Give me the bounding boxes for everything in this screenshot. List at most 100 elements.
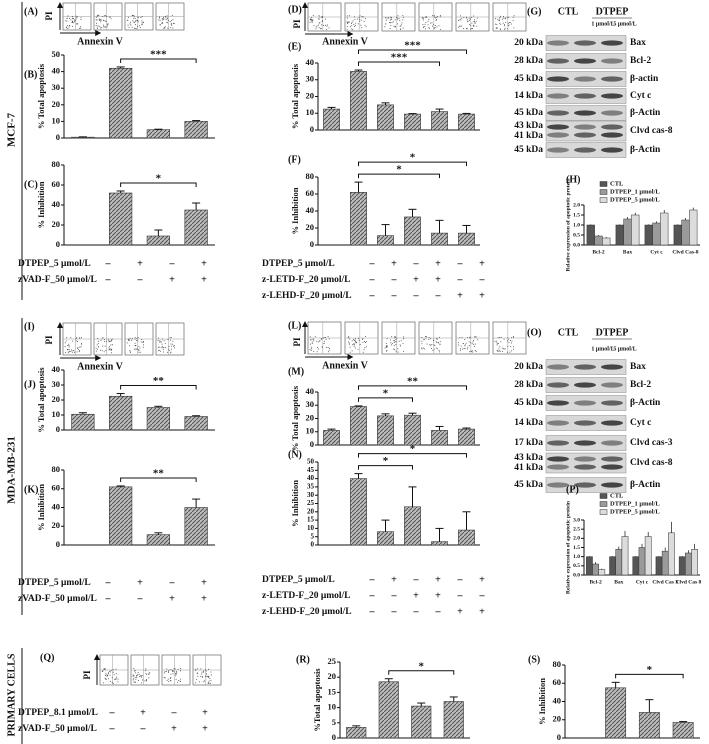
flow-dot — [386, 338, 388, 340]
flow-dot — [503, 25, 505, 27]
treatment-sign: – — [479, 590, 486, 601]
flow-dot — [499, 346, 501, 348]
flow-dot — [358, 18, 360, 20]
y-tick-label: 30 — [52, 82, 61, 92]
flow-dot — [140, 674, 142, 676]
flow-dot — [503, 338, 505, 340]
flow-dot — [180, 678, 182, 680]
bar — [609, 556, 616, 576]
flow-dot — [510, 342, 512, 344]
flow-dot — [166, 351, 168, 353]
flow-dot — [354, 19, 356, 21]
flow-dot — [145, 672, 147, 674]
flow-dot — [310, 339, 312, 341]
blot-band — [547, 93, 569, 99]
flow-dot — [391, 343, 393, 345]
significance-bracket — [358, 397, 413, 402]
flow-dot — [397, 17, 399, 19]
flow-y-label: PI — [44, 11, 54, 20]
flow-dot — [426, 16, 428, 18]
flow-dot — [107, 340, 109, 342]
flow-dot — [322, 337, 324, 339]
flow-dot — [117, 681, 119, 683]
flow-dot — [138, 350, 140, 352]
flow-dot — [311, 342, 313, 344]
flow-dot — [465, 342, 467, 344]
bar — [458, 529, 475, 546]
flow-dot — [466, 348, 468, 350]
flow-dot — [143, 344, 145, 346]
flow-dot — [81, 343, 83, 345]
significance-label: * — [647, 664, 653, 676]
flow-dot — [507, 345, 509, 347]
flow-dot — [165, 16, 167, 18]
flow-dot — [385, 23, 387, 25]
bar — [377, 415, 394, 446]
flow-dot — [323, 337, 325, 339]
flow-dot — [468, 17, 470, 19]
flow-dot — [75, 18, 77, 20]
flow-dot — [499, 350, 501, 352]
flow-dot — [351, 21, 353, 23]
blot-band — [574, 382, 596, 388]
flow-y-label: PI — [82, 670, 92, 679]
flow-dot — [431, 25, 433, 27]
flow-dot — [197, 675, 199, 677]
y-tick-label: 0 — [56, 424, 60, 434]
flow-dot — [103, 26, 105, 28]
flow-dot — [72, 340, 74, 342]
y-axis-label: %Total apoptosis — [312, 668, 322, 732]
flow-dot — [439, 28, 441, 30]
kda-label: 43 kDa — [514, 121, 543, 131]
flow-dot — [471, 22, 473, 24]
flow-dot — [134, 349, 136, 351]
flow-dot — [472, 351, 474, 353]
bar — [673, 224, 682, 246]
flow-dot — [464, 345, 466, 347]
flow-dot — [424, 348, 426, 350]
flow-dot — [64, 342, 66, 344]
flow-dot — [167, 672, 169, 674]
treatment-sign: + — [169, 274, 175, 285]
flow-dot — [500, 15, 502, 17]
blot-band — [601, 110, 623, 116]
flow-dot — [471, 349, 473, 351]
flow-dot — [201, 673, 203, 675]
flow-dot — [397, 23, 399, 25]
dose-label: 5 μmol/L — [613, 346, 636, 352]
flow-dot — [68, 26, 70, 28]
legend-swatch — [599, 197, 608, 203]
kda-label: 28 kDa — [514, 380, 543, 390]
flow-dot — [353, 23, 355, 25]
flow-dot — [166, 679, 168, 681]
y-tick-label: 40 — [306, 205, 315, 215]
y-tick-label: 10 — [52, 115, 61, 125]
bar — [146, 407, 171, 431]
flow-dot — [421, 336, 423, 338]
flow-dot — [170, 668, 172, 670]
flow-dot — [102, 19, 104, 21]
flow-dot — [137, 25, 139, 27]
y-tick-label: 25 — [328, 656, 337, 666]
flow-dot — [99, 25, 101, 27]
treatment-sign: – — [369, 290, 376, 301]
flow-dot — [134, 670, 136, 672]
flow-dot — [508, 339, 510, 341]
flow-dot — [353, 340, 355, 342]
treatment-sign: – — [140, 723, 147, 734]
flow-dot — [131, 339, 133, 341]
flow-dot — [463, 17, 465, 19]
flow-dot — [348, 22, 350, 24]
flow-dot — [328, 338, 330, 340]
flow-dot — [98, 18, 100, 20]
flow-dot — [172, 27, 174, 29]
flow-dot — [105, 20, 107, 22]
flow-dot — [459, 15, 461, 17]
flow-dot — [131, 26, 133, 28]
flow-dot — [392, 21, 394, 23]
bar — [598, 569, 606, 576]
flow-dot — [397, 351, 399, 353]
treatment-sign: + — [140, 707, 146, 718]
flow-dot — [114, 678, 116, 680]
flow-dot — [210, 679, 212, 681]
